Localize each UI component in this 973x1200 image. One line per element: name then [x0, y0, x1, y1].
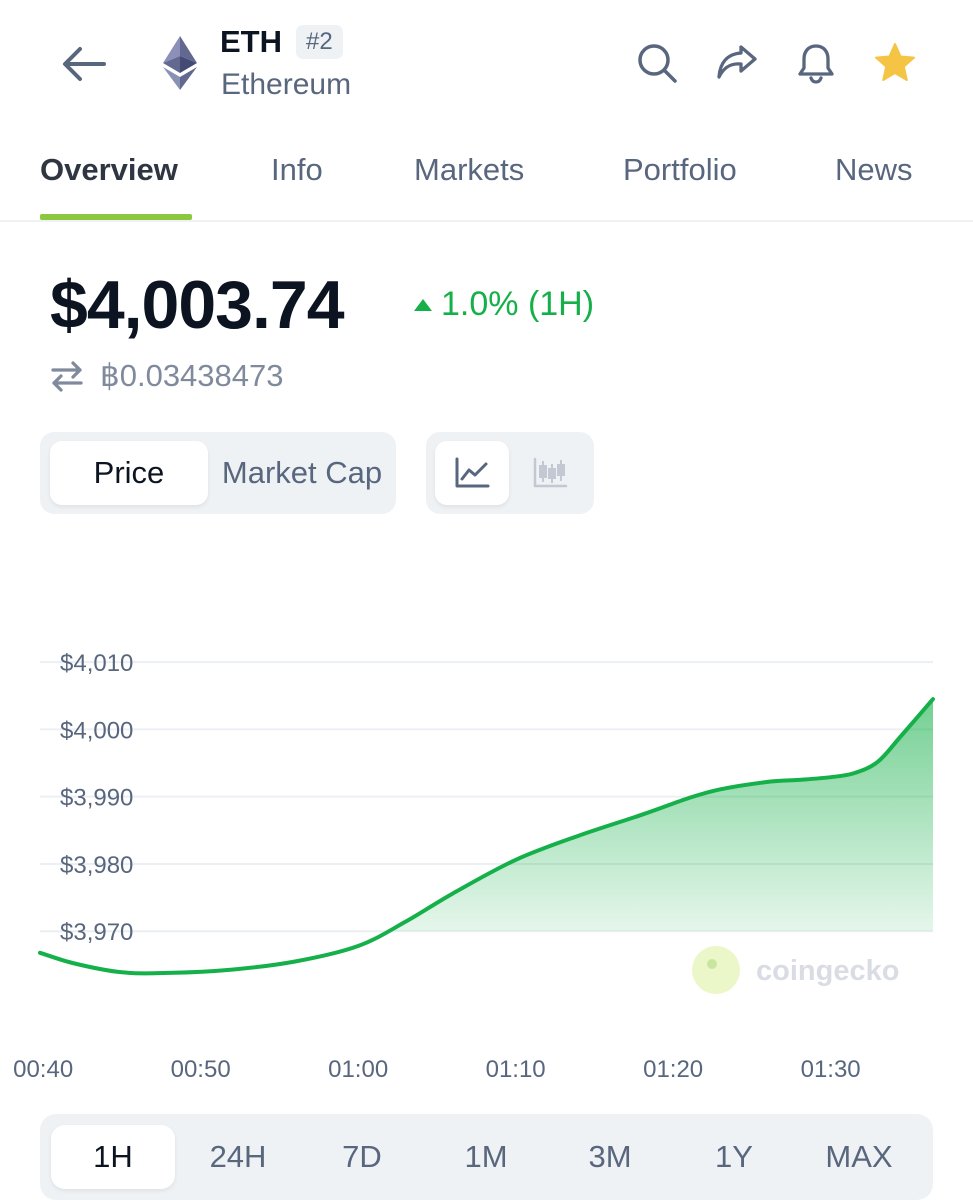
candlestick-view-button[interactable] — [513, 441, 587, 505]
y-tick-label: $4,010 — [60, 650, 133, 677]
range-7d[interactable]: 7D — [342, 1139, 382, 1174]
y-tick-label: $3,990 — [60, 785, 133, 812]
bell-icon — [798, 44, 834, 84]
coin-symbol: ETH — [220, 24, 282, 59]
ethereum-logo — [163, 36, 197, 90]
price-change-value: 1.0% (1H) — [441, 285, 595, 323]
alert-button[interactable] — [793, 40, 839, 86]
search-button[interactable] — [634, 40, 680, 86]
x-tick-label: 01:30 — [801, 1056, 861, 1083]
time-range-selector: 1H 24H 7D 1M 3M 1Y MAX — [40, 1114, 933, 1200]
price-line — [38, 697, 935, 976]
search-icon — [638, 44, 677, 83]
line-chart-icon — [455, 457, 490, 488]
star-icon — [875, 43, 915, 81]
watchlist-star-button[interactable] — [872, 40, 918, 86]
rank-badge: #2 — [296, 25, 343, 59]
range-3m[interactable]: 3M — [588, 1139, 632, 1174]
x-tick-label: 01:20 — [643, 1056, 703, 1083]
share-button[interactable] — [713, 40, 759, 86]
caret-up-icon — [414, 298, 432, 311]
x-tick-label: 00:40 — [13, 1056, 73, 1083]
tab-info[interactable]: Info — [271, 152, 323, 187]
tab-bar: Overview Info Markets Portfolio News — [0, 140, 973, 222]
price-area-fill — [40, 699, 933, 932]
price-toggle[interactable]: Price — [50, 441, 208, 505]
btc-price-value: ฿0.03438473 — [100, 358, 284, 393]
watermark-text: coingecko — [756, 955, 899, 987]
range-max[interactable]: MAX — [825, 1139, 893, 1174]
range-1h[interactable]: 1H — [51, 1125, 175, 1189]
back-button[interactable] — [52, 36, 116, 92]
market-cap-toggle[interactable]: Market Cap — [221, 455, 383, 490]
tab-markets[interactable]: Markets — [414, 152, 525, 187]
tab-portfolio[interactable]: Portfolio — [623, 152, 737, 187]
range-24h[interactable]: 24H — [209, 1139, 267, 1174]
range-1m[interactable]: 1M — [464, 1139, 508, 1174]
coingecko-watermark: coingecko — [692, 946, 899, 994]
tab-overview[interactable]: Overview — [40, 152, 178, 187]
tab-news[interactable]: News — [835, 152, 913, 187]
line-view-button[interactable] — [435, 441, 509, 505]
y-tick-label: $4,000 — [60, 717, 133, 744]
back-arrow-icon — [63, 47, 106, 81]
coin-name: Ethereum — [221, 68, 352, 101]
price-change: 1.0% (1H) — [413, 285, 594, 324]
x-tick-label: 00:50 — [171, 1056, 231, 1083]
btc-price-row: ฿0.03438473 — [50, 358, 284, 394]
range-1y[interactable]: 1Y — [715, 1139, 753, 1174]
candlestick-icon — [533, 457, 568, 488]
chart-type-toggle: Price Market Cap — [40, 432, 396, 514]
y-tick-label: $3,970 — [60, 919, 133, 946]
price-chart[interactable]: $4,010 $4,000 $3,990 $3,980 $3,970 00:40 00:5… — [0, 600, 973, 1100]
x-tick-label: 01:10 — [486, 1056, 546, 1083]
share-icon — [717, 45, 757, 79]
price-value: $4,003.74 — [50, 267, 345, 343]
y-tick-label: $3,980 — [60, 852, 133, 879]
swap-arrows-icon[interactable] — [50, 359, 84, 393]
x-tick-label: 01:00 — [328, 1056, 388, 1083]
chart-view-toggle — [426, 432, 594, 514]
active-tab-indicator — [40, 214, 192, 220]
